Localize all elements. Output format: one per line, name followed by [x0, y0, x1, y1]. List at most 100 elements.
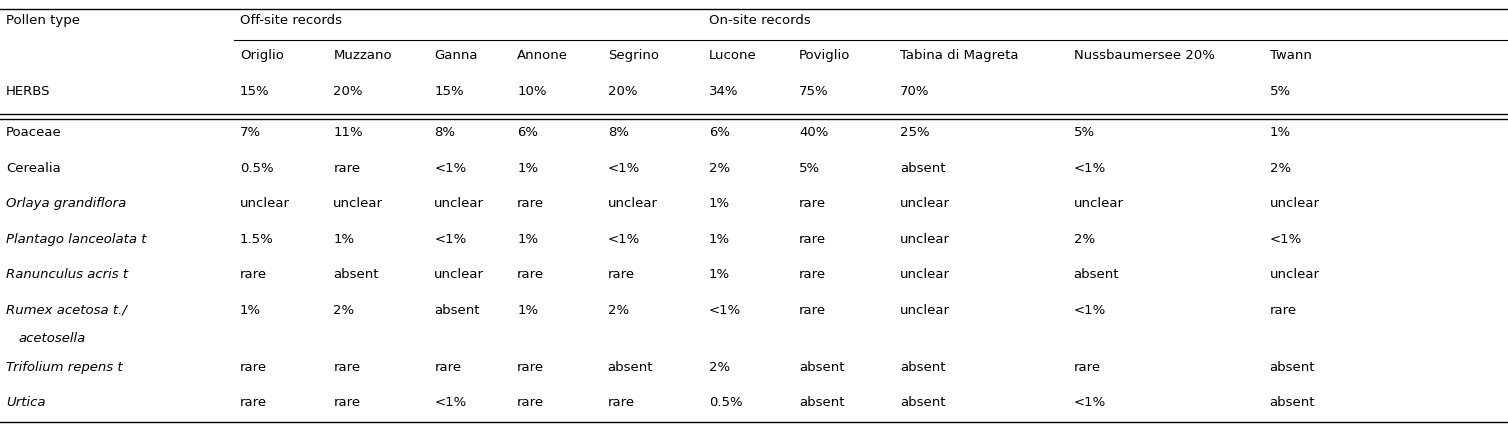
Text: unclear: unclear — [900, 197, 950, 210]
Text: unclear: unclear — [900, 233, 950, 246]
Text: 20%: 20% — [608, 85, 638, 98]
Text: absent: absent — [434, 304, 480, 317]
Text: rare: rare — [517, 197, 544, 210]
Text: absent: absent — [900, 397, 946, 409]
Text: 20%: 20% — [333, 85, 363, 98]
Text: Off-site records: Off-site records — [240, 14, 342, 27]
Text: <1%: <1% — [608, 233, 639, 246]
Text: unclear: unclear — [434, 268, 484, 281]
Text: rare: rare — [240, 361, 267, 374]
Text: rare: rare — [517, 268, 544, 281]
Text: <1%: <1% — [709, 304, 740, 317]
Text: <1%: <1% — [1074, 304, 1105, 317]
Text: rare: rare — [1074, 361, 1101, 374]
Text: absent: absent — [799, 361, 844, 374]
Text: 34%: 34% — [709, 85, 739, 98]
Text: unclear: unclear — [900, 268, 950, 281]
Text: absent: absent — [333, 268, 379, 281]
Text: 5%: 5% — [1270, 85, 1291, 98]
Text: rare: rare — [799, 233, 826, 246]
Text: 8%: 8% — [608, 126, 629, 139]
Text: 1%: 1% — [517, 233, 538, 246]
Text: 15%: 15% — [240, 85, 270, 98]
Text: 11%: 11% — [333, 126, 363, 139]
Text: rare: rare — [517, 361, 544, 374]
Text: Trifolium repens t: Trifolium repens t — [6, 361, 122, 374]
Text: rare: rare — [333, 397, 360, 409]
Text: rare: rare — [799, 304, 826, 317]
Text: unclear: unclear — [240, 197, 290, 210]
Text: 1%: 1% — [517, 161, 538, 174]
Text: 1%: 1% — [709, 233, 730, 246]
Text: rare: rare — [240, 397, 267, 409]
Text: 0.5%: 0.5% — [240, 161, 273, 174]
Text: rare: rare — [333, 361, 360, 374]
Text: Origlio: Origlio — [240, 49, 284, 62]
Text: unclear: unclear — [434, 197, 484, 210]
Text: <1%: <1% — [434, 397, 466, 409]
Text: absent: absent — [1074, 268, 1119, 281]
Text: acetosella: acetosella — [18, 332, 86, 345]
Text: 2%: 2% — [1074, 233, 1095, 246]
Text: rare: rare — [608, 268, 635, 281]
Text: 1%: 1% — [333, 233, 354, 246]
Text: Muzzano: Muzzano — [333, 49, 392, 62]
Text: Segrino: Segrino — [608, 49, 659, 62]
Text: rare: rare — [517, 397, 544, 409]
Text: Tabina di Magreta: Tabina di Magreta — [900, 49, 1019, 62]
Text: 1%: 1% — [517, 304, 538, 317]
Text: unclear: unclear — [1074, 197, 1123, 210]
Text: absent: absent — [1270, 397, 1315, 409]
Text: rare: rare — [608, 397, 635, 409]
Text: Ganna: Ganna — [434, 49, 478, 62]
Text: 6%: 6% — [517, 126, 538, 139]
Text: Poaceae: Poaceae — [6, 126, 62, 139]
Text: <1%: <1% — [434, 161, 466, 174]
Text: 10%: 10% — [517, 85, 547, 98]
Text: 1%: 1% — [240, 304, 261, 317]
Text: Rumex acetosa t./: Rumex acetosa t./ — [6, 304, 127, 317]
Text: Lucone: Lucone — [709, 49, 757, 62]
Text: Ranunculus acris t: Ranunculus acris t — [6, 268, 128, 281]
Text: absent: absent — [900, 361, 946, 374]
Text: 15%: 15% — [434, 85, 464, 98]
Text: Plantago lanceolata t: Plantago lanceolata t — [6, 233, 146, 246]
Text: 2%: 2% — [709, 361, 730, 374]
Text: Nussbaumersee 20%: Nussbaumersee 20% — [1074, 49, 1214, 62]
Text: 70%: 70% — [900, 85, 930, 98]
Text: unclear: unclear — [333, 197, 383, 210]
Text: 7%: 7% — [240, 126, 261, 139]
Text: rare: rare — [799, 268, 826, 281]
Text: absent: absent — [608, 361, 653, 374]
Text: unclear: unclear — [608, 197, 657, 210]
Text: 2%: 2% — [333, 304, 354, 317]
Text: unclear: unclear — [900, 304, 950, 317]
Text: 1%: 1% — [1270, 126, 1291, 139]
Text: 1.5%: 1.5% — [240, 233, 273, 246]
Text: rare: rare — [1270, 304, 1297, 317]
Text: rare: rare — [434, 361, 461, 374]
Text: Annone: Annone — [517, 49, 569, 62]
Text: absent: absent — [1270, 361, 1315, 374]
Text: absent: absent — [799, 397, 844, 409]
Text: <1%: <1% — [1074, 397, 1105, 409]
Text: 1%: 1% — [709, 197, 730, 210]
Text: Urtica: Urtica — [6, 397, 45, 409]
Text: 75%: 75% — [799, 85, 829, 98]
Text: 2%: 2% — [709, 161, 730, 174]
Text: Twann: Twann — [1270, 49, 1312, 62]
Text: HERBS: HERBS — [6, 85, 51, 98]
Text: 2%: 2% — [608, 304, 629, 317]
Text: 2%: 2% — [1270, 161, 1291, 174]
Text: rare: rare — [799, 197, 826, 210]
Text: 0.5%: 0.5% — [709, 397, 742, 409]
Text: 40%: 40% — [799, 126, 828, 139]
Text: Pollen type: Pollen type — [6, 14, 80, 27]
Text: <1%: <1% — [608, 161, 639, 174]
Text: 1%: 1% — [709, 268, 730, 281]
Text: unclear: unclear — [1270, 268, 1320, 281]
Text: Orlaya grandiflora: Orlaya grandiflora — [6, 197, 127, 210]
Text: 5%: 5% — [1074, 126, 1095, 139]
Text: 5%: 5% — [799, 161, 820, 174]
Text: <1%: <1% — [1074, 161, 1105, 174]
